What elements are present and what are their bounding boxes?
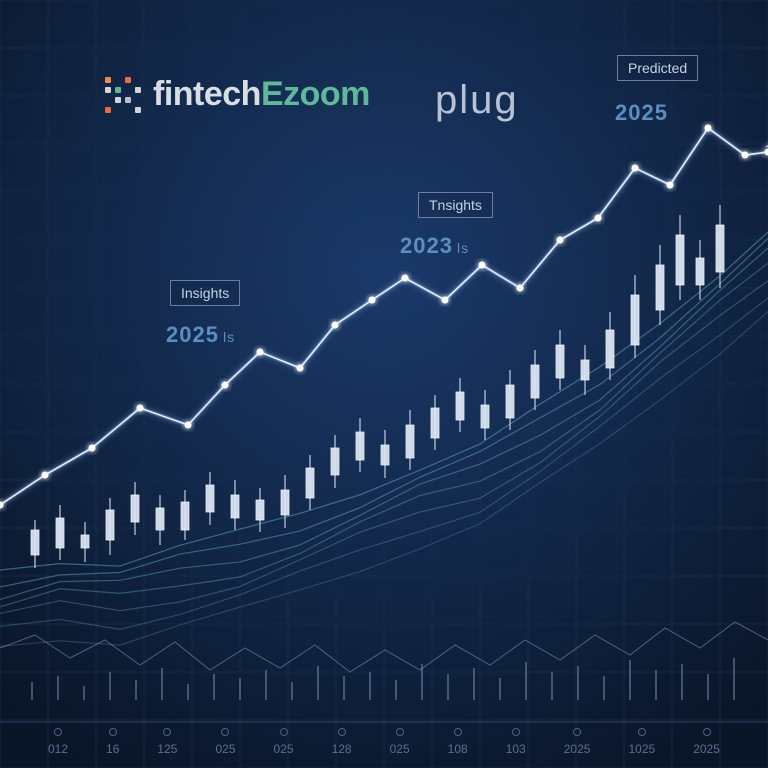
x-tick: 2025 bbox=[564, 742, 591, 756]
x-tick: 128 bbox=[332, 742, 352, 756]
x-tick: 103 bbox=[506, 742, 526, 756]
x-tick: 2025 bbox=[693, 742, 720, 756]
x-axis-ticks: 012 16 125 025 025 128 025 108 103 2025 1025 2025 bbox=[0, 742, 768, 756]
x-tick: 125 bbox=[157, 742, 177, 756]
year-label-2025-top: 2025 bbox=[615, 100, 668, 126]
stock-chart-hero: fintechEzoom plug Predicted Tnsights Ins… bbox=[0, 0, 768, 768]
brand-header: fintechEzoom bbox=[105, 75, 370, 114]
brand-wordmark: fintechEzoom bbox=[153, 75, 370, 114]
secondary-brand: plug bbox=[435, 78, 519, 123]
year-label-2023: 2023ls bbox=[400, 233, 469, 259]
insights-label-top: Tnsights bbox=[418, 192, 493, 218]
year-label-2025-left: 2025ls bbox=[166, 322, 235, 348]
brand-accent: Ezoom bbox=[261, 75, 370, 113]
brand-logo-dots bbox=[105, 77, 141, 113]
x-tick: 025 bbox=[274, 742, 294, 756]
brand-main: fintech bbox=[153, 75, 261, 113]
x-tick: 025 bbox=[215, 742, 235, 756]
x-tick: 108 bbox=[448, 742, 468, 756]
predicted-label: Predicted bbox=[617, 55, 698, 81]
insights-label-left: Insights bbox=[170, 280, 240, 306]
x-tick: 1025 bbox=[628, 742, 655, 756]
x-tick: 16 bbox=[106, 742, 119, 756]
x-tick: 025 bbox=[390, 742, 410, 756]
x-tick: 012 bbox=[48, 742, 68, 756]
